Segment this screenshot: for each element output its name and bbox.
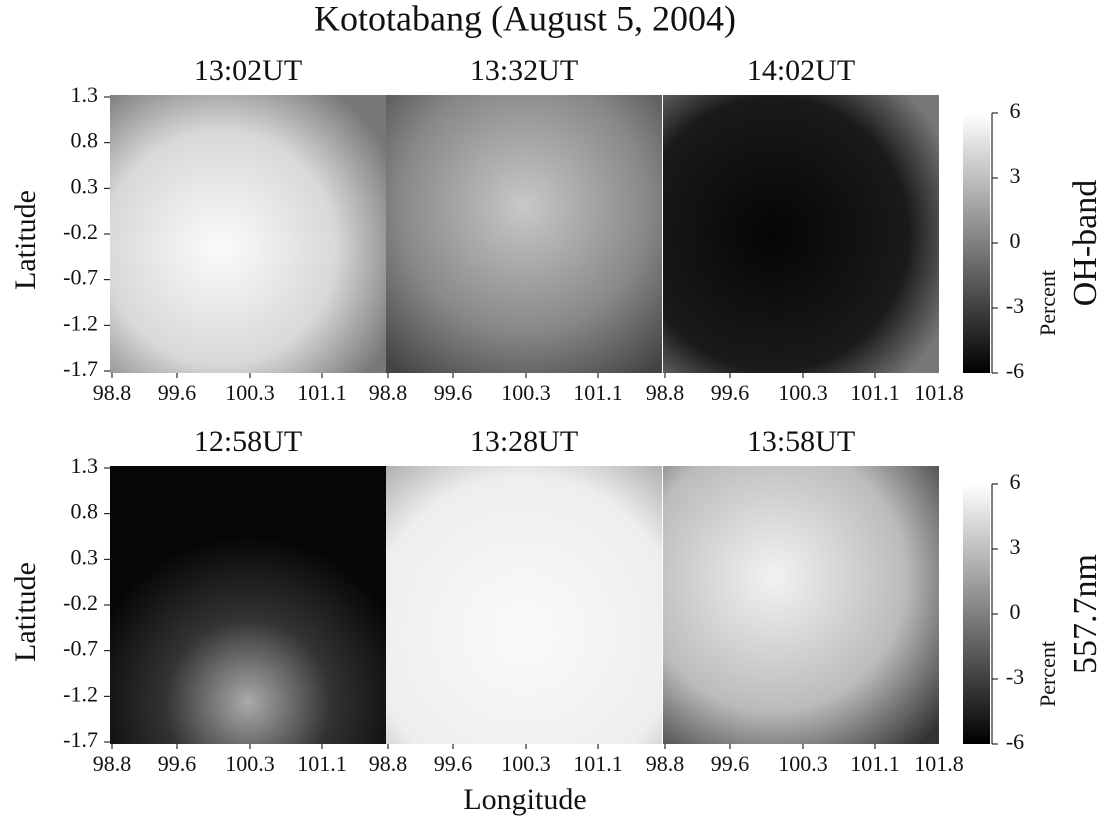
colorbar-label: Percent	[1035, 270, 1060, 336]
x-tick-label: 101.1	[573, 751, 623, 776]
colorbar-tick-label: -6	[1006, 358, 1024, 383]
x-tick-label: 99.6	[434, 751, 473, 776]
x-tick-label: 101.1	[297, 751, 347, 776]
x-tick-label: 100.3	[501, 380, 551, 405]
x-tick-label: 99.6	[434, 380, 473, 405]
panel-title: 13:28UT	[470, 425, 578, 458]
y-tick-label: -0.2	[63, 590, 98, 615]
x-tick-label: 100.3	[225, 751, 275, 776]
x-tick-label: 101.1	[850, 380, 900, 405]
x-tick-label: 98.8	[369, 380, 408, 405]
y-tick-label: 0.3	[71, 544, 99, 569]
colorbar	[963, 484, 990, 744]
colorbar-tick-label: -6	[1006, 729, 1024, 754]
x-tick-label: 99.6	[158, 751, 197, 776]
panel-title: 12:58UT	[194, 425, 302, 458]
y-tick-label: -1.2	[63, 681, 98, 706]
colorbar	[963, 113, 990, 373]
x-tick-label: 99.6	[158, 380, 197, 405]
y-tick-label: 0.8	[71, 128, 99, 153]
band-label: 557.7nm	[1067, 554, 1104, 674]
x-tick-label: 98.8	[93, 380, 132, 405]
colorbar-tick-label: 3	[1010, 163, 1021, 188]
x-tick-label: 98.8	[646, 751, 685, 776]
y-tick-label: -1.7	[63, 356, 98, 381]
y-axis-label: Latitude	[9, 562, 42, 662]
band-label: OH-band	[1067, 180, 1104, 307]
y-axis-label: Latitude	[9, 190, 42, 290]
figure-title: Kototabang (August 5, 2004)	[314, 0, 736, 38]
panel-title: 14:02UT	[747, 54, 855, 87]
figure: Kototabang (August 5, 2004) Latitude Lat…	[0, 0, 1109, 824]
y-tick-label: -1.2	[63, 310, 98, 335]
x-tick-label: 98.8	[93, 751, 132, 776]
x-tick-label: 99.6	[711, 380, 750, 405]
x-tick-label: 101.1	[297, 380, 347, 405]
x-tick-label: 98.8	[369, 751, 408, 776]
y-tick-label: -1.7	[63, 727, 98, 752]
panel-image	[386, 466, 662, 744]
x-tick-label: 101.1	[850, 751, 900, 776]
y-tick-label: 0.3	[71, 173, 99, 198]
x-tick-label: 100.3	[501, 751, 551, 776]
y-tick-label: 1.3	[71, 453, 99, 478]
x-tick-label: 100.3	[225, 380, 275, 405]
x-tick-label: 100.3	[778, 751, 828, 776]
panel-image	[663, 466, 939, 744]
panel-image	[110, 95, 386, 373]
colorbar-tick-label: 3	[1010, 534, 1021, 559]
x-tick-label: 101.1	[573, 380, 623, 405]
panel-image	[386, 95, 662, 373]
panel-image	[110, 466, 386, 744]
x-tick-label: 101.8	[914, 380, 964, 405]
y-tick-label: -0.7	[63, 265, 98, 290]
panel-title: 13:58UT	[747, 425, 855, 458]
colorbar-label: Percent	[1035, 641, 1060, 707]
x-tick-label: 99.6	[711, 751, 750, 776]
colorbar-tick-label: 6	[1010, 469, 1021, 494]
x-tick-label: 100.3	[778, 380, 828, 405]
x-tick-label: 98.8	[646, 380, 685, 405]
colorbar-tick-label: -3	[1006, 664, 1024, 689]
colorbar-tick-label: 6	[1010, 98, 1021, 123]
y-tick-label: 1.3	[71, 82, 99, 107]
y-tick-label: -0.7	[63, 636, 98, 661]
panel-image	[663, 95, 939, 373]
y-tick-label: -0.2	[63, 219, 98, 244]
panel-title: 13:02UT	[194, 54, 302, 87]
x-axis-label: Longitude	[463, 783, 586, 816]
panel-title: 13:32UT	[470, 54, 578, 87]
colorbar-tick-label: 0	[1010, 228, 1021, 253]
colorbar-tick-label: 0	[1010, 599, 1021, 624]
x-tick-label: 101.8	[914, 751, 964, 776]
colorbar-tick-label: -3	[1006, 293, 1024, 318]
y-tick-label: 0.8	[71, 499, 99, 524]
